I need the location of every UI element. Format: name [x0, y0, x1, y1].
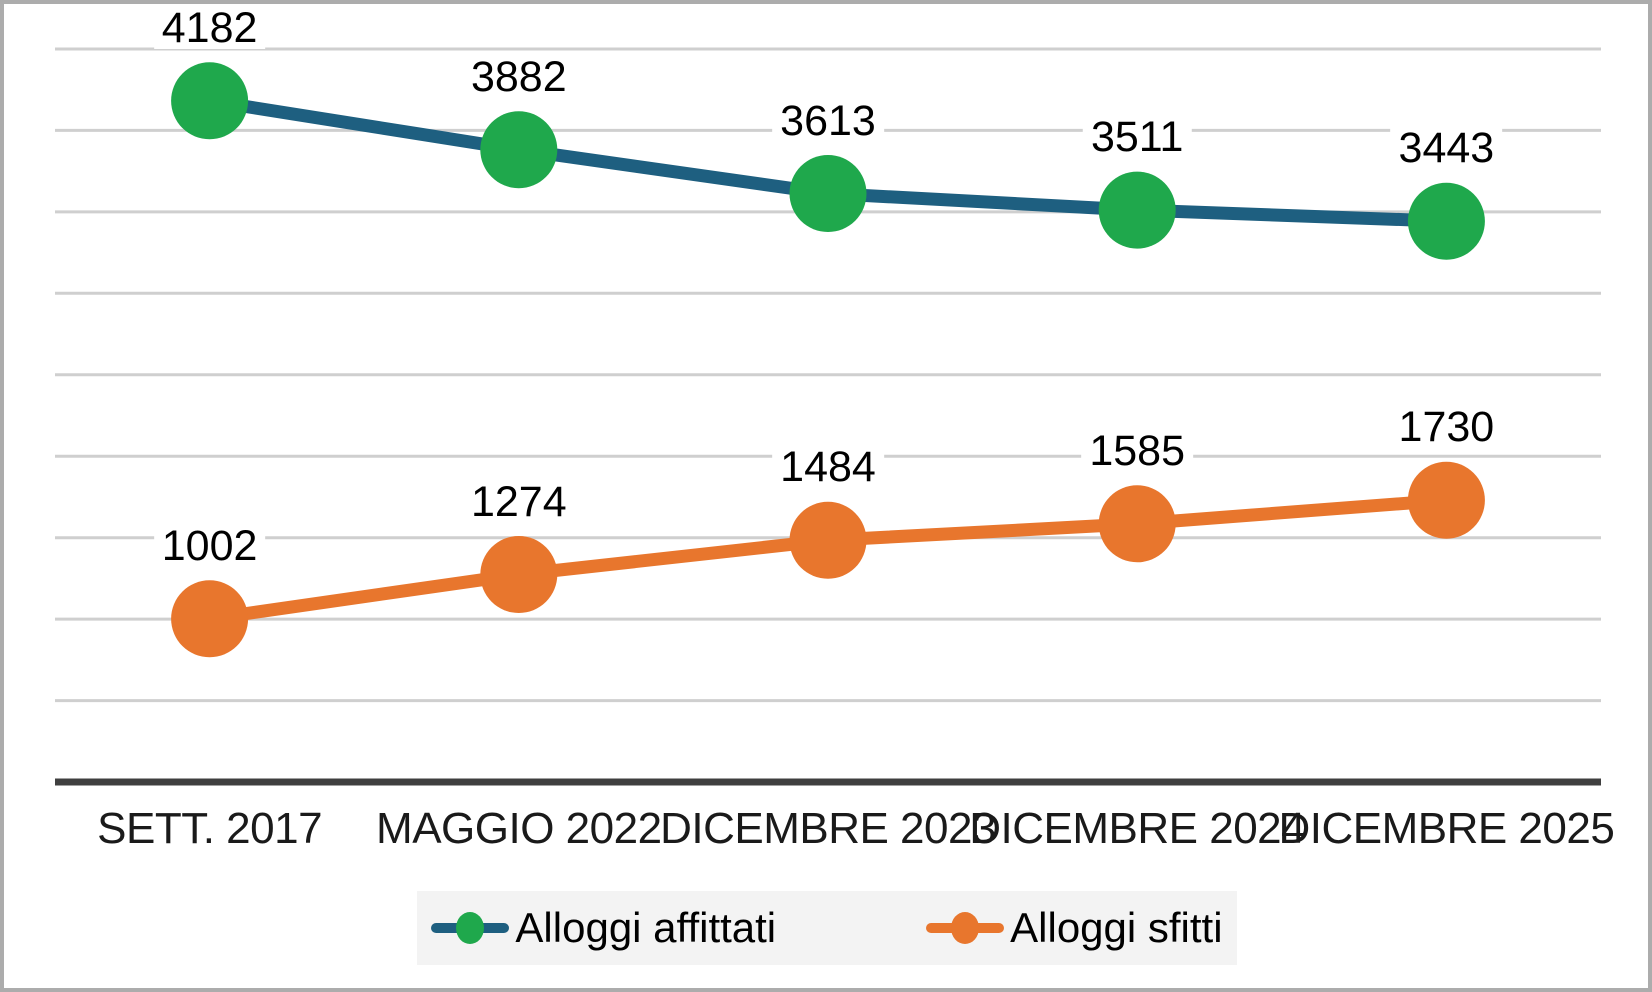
data-label-series0-point3: 3511: [1082, 116, 1192, 159]
marker-series1-point0: [171, 580, 249, 658]
x-axis-label-2: DICEMBRE 2023: [660, 804, 996, 853]
data-label-series1-point3: 1585: [1081, 429, 1194, 472]
legend-item-1: Alloggi sfitti: [926, 904, 1223, 952]
x-axis-label-0: SETT. 2017: [97, 804, 323, 853]
legend: Alloggi affittati Alloggi sfitti: [417, 891, 1237, 965]
marker-series0-point4: [1407, 182, 1485, 260]
data-label-series0-point4: 3443: [1390, 127, 1503, 170]
x-axis-label-4: DICEMBRE 2025: [1278, 804, 1615, 853]
marker-series0-point0: [171, 62, 249, 140]
data-label-series0-point0: 4182: [153, 6, 266, 49]
x-axis-label-1: MAGGIO 2022: [376, 804, 662, 853]
legend-key-icon-0: [431, 911, 510, 945]
marker-series1-point2: [789, 501, 867, 579]
marker-series0-point1: [480, 111, 558, 189]
marker-series1-point4: [1407, 461, 1485, 539]
data-label-series1-point0: 1002: [153, 524, 266, 567]
marker-series1-point3: [1098, 485, 1176, 563]
data-label-series0-point1: 3882: [462, 55, 575, 98]
legend-item-0: Alloggi affittati: [431, 904, 776, 952]
data-label-series1-point1: 1274: [462, 480, 575, 523]
legend-key-icon-1: [926, 911, 1005, 945]
marker-series1-point1: [480, 536, 558, 613]
legend-marker-swatch-0: [456, 912, 485, 944]
line-chart-plot: [55, 47, 1601, 786]
x-axis-label-3: DICEMBRE 2024: [969, 804, 1306, 853]
marker-series0-point3: [1098, 171, 1176, 249]
data-label-series1-point2: 1484: [772, 446, 884, 489]
legend-marker-swatch-1: [951, 912, 980, 944]
data-label-series1-point4: 1730: [1390, 406, 1503, 449]
legend-label-0: Alloggi affittati: [515, 904, 777, 951]
marker-series0-point2: [789, 155, 867, 232]
legend-label-1: Alloggi sfitti: [1010, 904, 1223, 951]
data-label-series0-point2: 3613: [772, 99, 884, 142]
